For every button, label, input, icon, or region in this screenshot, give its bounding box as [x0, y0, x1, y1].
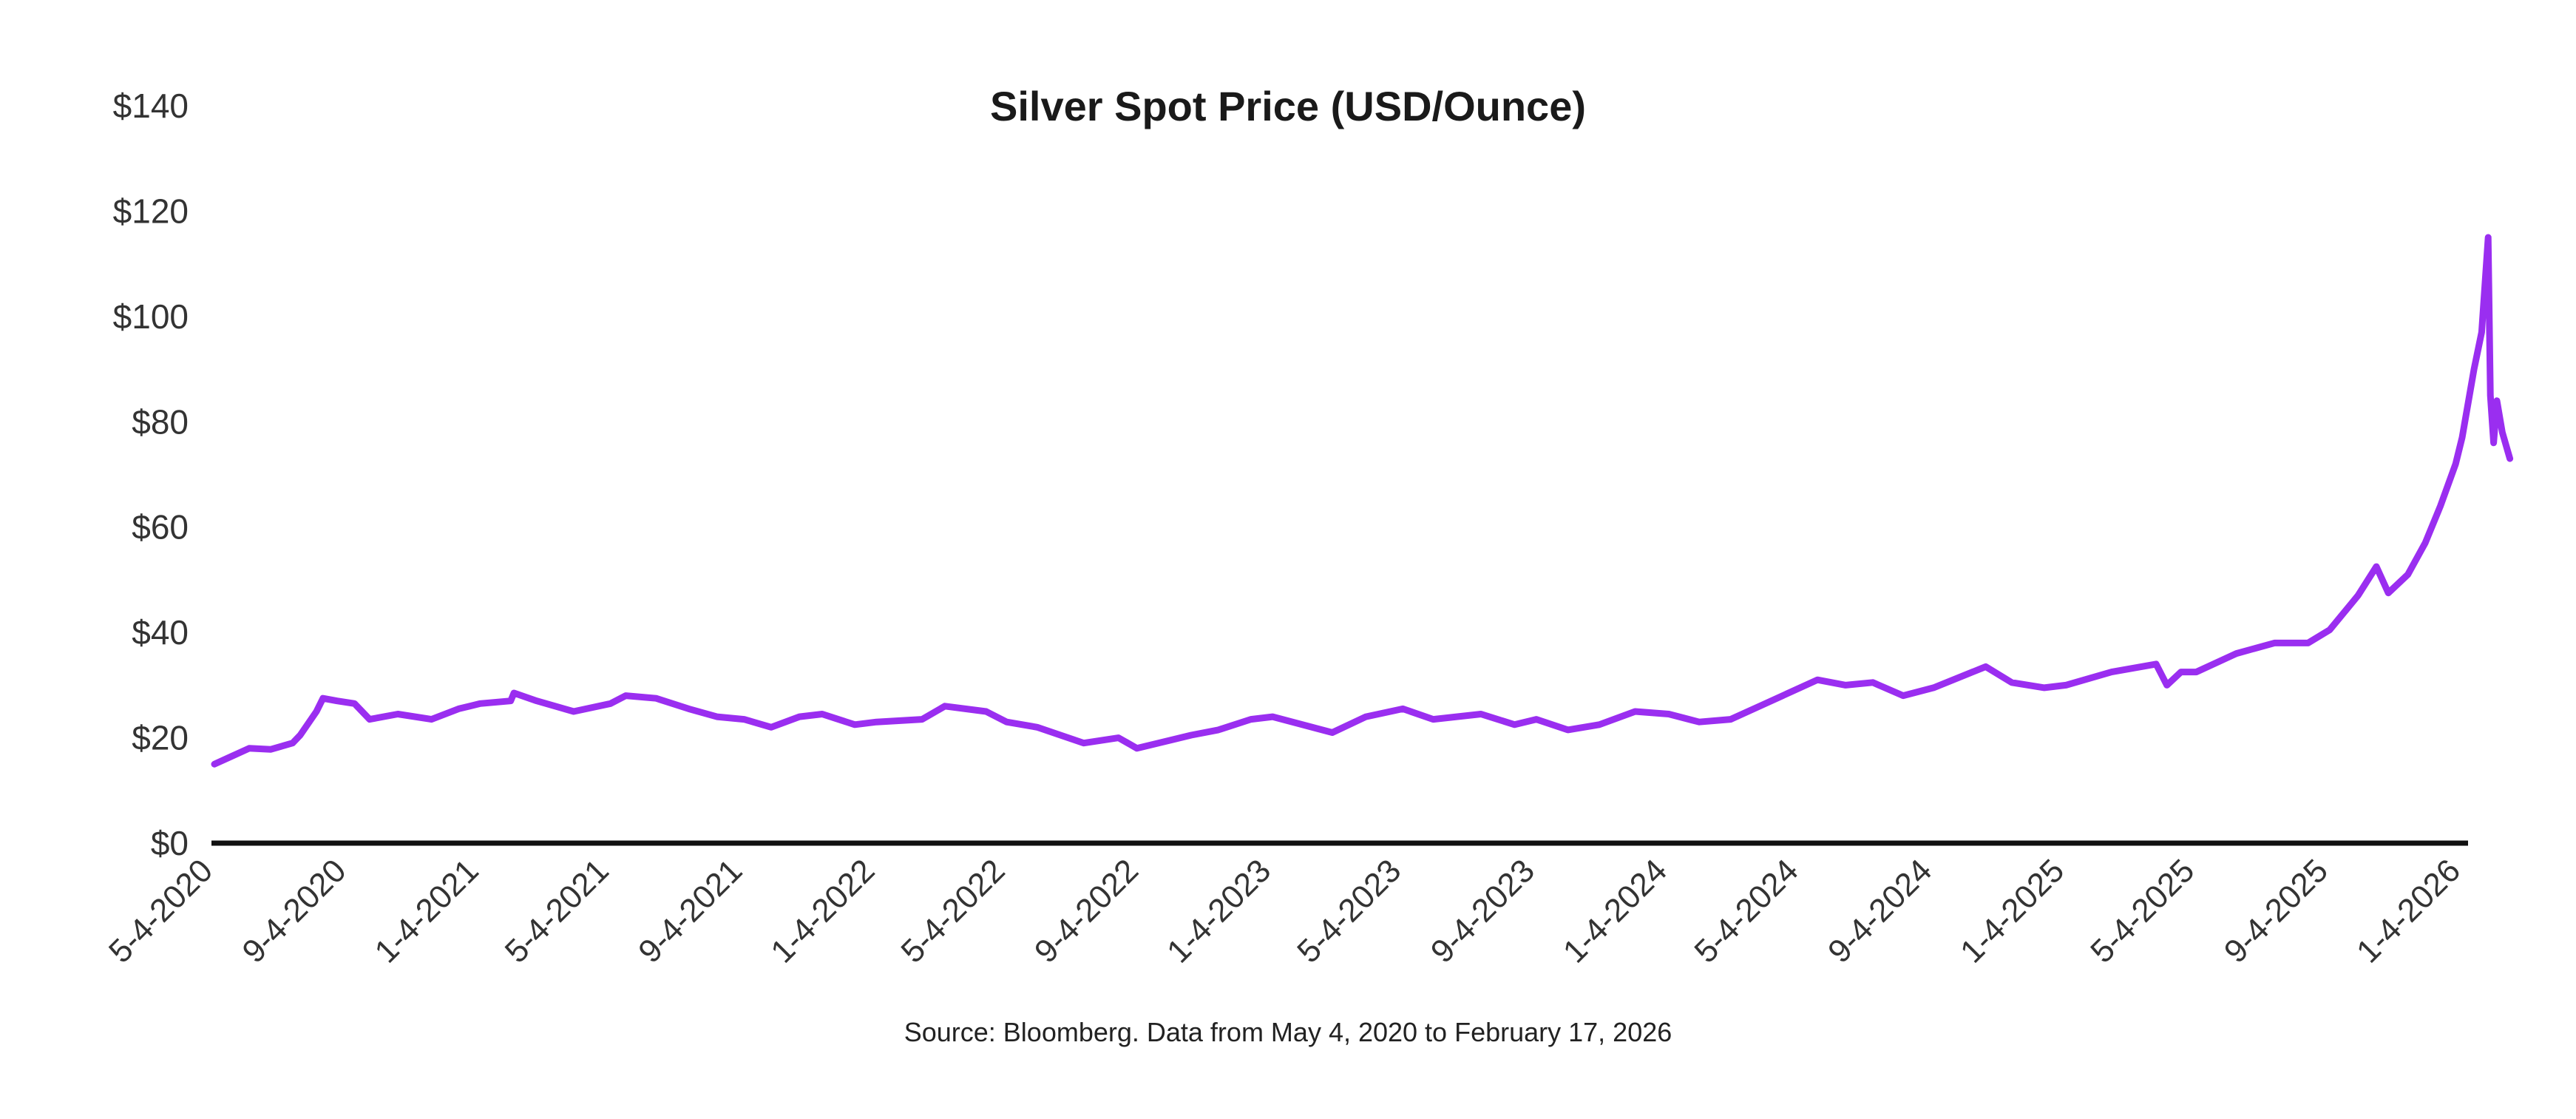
price-line-group [211, 234, 2514, 768]
x-tick-label: 5-4-2020 [102, 852, 220, 970]
x-tick-label: 9-4-2021 [631, 852, 749, 970]
chart-title: Silver Spot Price (USD/Ounce) [990, 83, 1586, 129]
source-note: Source: Bloomberg. Data from May 4, 2020… [904, 1017, 1672, 1047]
x-tick-label: 5-4-2021 [498, 852, 616, 970]
x-tick-label: 5-4-2025 [2084, 852, 2201, 970]
x-tick-label: 1-4-2021 [368, 852, 486, 970]
y-tick-label: $0 [151, 824, 189, 862]
y-tick-label: $80 [132, 402, 189, 441]
x-tick-label: 9-4-2025 [2217, 852, 2335, 970]
x-tick-label: 9-4-2024 [1821, 852, 1939, 970]
x-tick-label: 9-4-2020 [235, 852, 353, 970]
x-tick-label: 5-4-2024 [1687, 852, 1805, 970]
y-tick-label: $140 [113, 87, 189, 125]
y-tick-label: $20 [132, 719, 189, 757]
silver-price-line [211, 234, 2514, 768]
y-tick-label: $100 [113, 297, 189, 336]
x-tick-label: 1-4-2022 [764, 852, 881, 970]
x-tick-label: 1-4-2023 [1160, 852, 1278, 970]
x-tick-label: 9-4-2022 [1028, 852, 1145, 970]
y-tick-label: $40 [132, 613, 189, 652]
x-tick-label: 1-4-2025 [1953, 852, 2071, 970]
x-tick-label: 1-4-2026 [2350, 852, 2467, 970]
x-tick-label: 1-4-2024 [1556, 852, 1674, 970]
x-axis-tick-labels: 5-4-2020 9-4-2020 1-4-2021 5-4-2021 9-4-2021… [102, 852, 2467, 970]
y-tick-label: $120 [113, 192, 189, 230]
x-tick-label: 9-4-2023 [1424, 852, 1542, 970]
x-tick-label: 5-4-2022 [894, 852, 1011, 970]
y-axis-tick-labels: $0 $20 $40 $60 $80 $100 $120 $140 [113, 87, 189, 862]
x-tick-label: 5-4-2023 [1290, 852, 1408, 970]
y-tick-label: $60 [132, 508, 189, 547]
